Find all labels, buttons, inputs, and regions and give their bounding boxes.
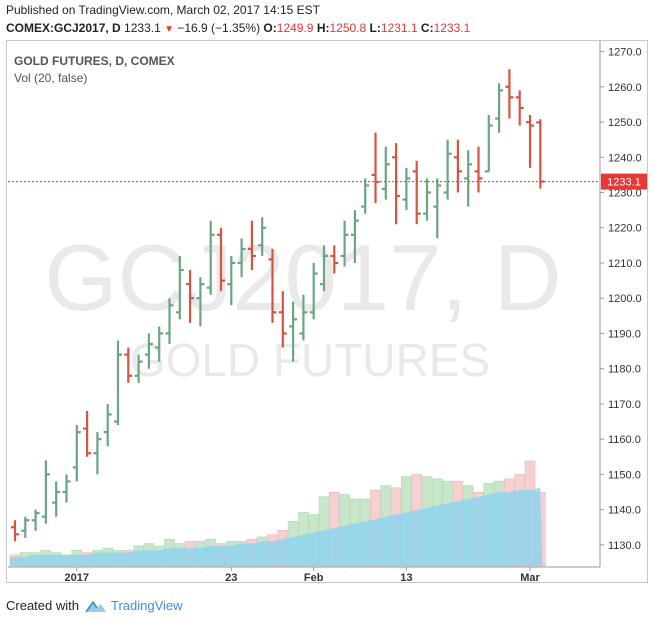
y-tick-label: 1160.0 bbox=[608, 434, 641, 446]
x-tick-label: Mar bbox=[520, 572, 540, 584]
ohlc-bar bbox=[361, 178, 370, 214]
ohlc-bar bbox=[186, 270, 195, 323]
y-tick-label: 1220.0 bbox=[608, 223, 642, 235]
ohlc-bar bbox=[165, 298, 174, 345]
ohlc-bar bbox=[433, 178, 442, 239]
ohlc-bar bbox=[93, 432, 102, 475]
created-with-text: Created with bbox=[6, 598, 79, 613]
y-tick-label: 1230.0 bbox=[608, 188, 642, 200]
watermark-line-2: GOLD FUTURES bbox=[130, 334, 490, 386]
tradingview-logo-icon bbox=[85, 600, 106, 612]
ohlc-bar bbox=[144, 333, 153, 369]
last-price-tag bbox=[601, 173, 647, 190]
volume-ma-area bbox=[10, 487, 543, 566]
ohlc-bar bbox=[464, 150, 473, 207]
y-tick-label: 1200.0 bbox=[608, 293, 642, 305]
ohlc-bar bbox=[217, 227, 225, 292]
ohlc-bar bbox=[289, 301, 298, 362]
ohlc-bar bbox=[320, 245, 328, 292]
ohlc-bar bbox=[268, 248, 277, 323]
ohlc-bar bbox=[278, 291, 287, 348]
y-tick-label: 1150.0 bbox=[608, 469, 641, 481]
ohlc-bar bbox=[505, 69, 514, 119]
ohlc-bar bbox=[206, 220, 215, 295]
ohlc-bar bbox=[41, 460, 50, 524]
y-tick-label: 1190.0 bbox=[608, 328, 641, 340]
ohlc-bar bbox=[258, 217, 267, 256]
symbol-label: COMEX:GCJ2017, D bbox=[6, 21, 121, 35]
symbol-ohlc-line: COMEX:GCJ2017, D 1233.1 ▼ −16.9 (−1.35%)… bbox=[6, 21, 470, 35]
tradingview-brand-label: TradingView bbox=[110, 598, 183, 613]
ohlc-bar bbox=[196, 277, 205, 327]
close-value: 1233.1 bbox=[433, 21, 471, 35]
x-tick-label: 2017 bbox=[65, 572, 89, 584]
footer: Created with TradingView bbox=[6, 598, 183, 613]
high-value: 1250.8 bbox=[329, 21, 367, 35]
ohlc-bar bbox=[350, 210, 359, 263]
ohlc-bar bbox=[443, 139, 452, 200]
ohlc-bar bbox=[237, 238, 246, 278]
ohlc-bar bbox=[330, 245, 339, 274]
last-price: 1233.1 bbox=[124, 21, 161, 35]
ohlc-bar bbox=[309, 262, 318, 320]
legend-volume: Vol (20, false) bbox=[14, 71, 87, 85]
published-line: Published on TradingView.com, March 02, … bbox=[6, 3, 320, 17]
ohlc-bar bbox=[484, 114, 493, 173]
ohlc-bar bbox=[402, 167, 411, 211]
x-tick-label: 13 bbox=[400, 572, 412, 584]
ohlc-bar bbox=[536, 119, 545, 189]
ohlc-bar bbox=[52, 481, 61, 517]
y-tick-label: 1270.0 bbox=[608, 47, 642, 59]
ohlc-bar bbox=[247, 220, 256, 271]
legend-title: GOLD FUTURES, D, COMEX bbox=[14, 54, 175, 68]
ohlc-bar bbox=[124, 347, 133, 383]
ohlc-bar bbox=[11, 520, 19, 542]
ohlc-bar bbox=[175, 255, 184, 320]
ohlc-bar bbox=[103, 403, 112, 447]
change-value: −16.9 (−1.35%) bbox=[177, 21, 261, 35]
ohlc-bar bbox=[134, 354, 143, 383]
open-value: 1249.9 bbox=[276, 21, 314, 35]
ohlc-bar bbox=[299, 294, 308, 341]
low-value: 1231.1 bbox=[380, 21, 418, 35]
open-label: O: bbox=[263, 21, 277, 35]
y-tick-label: 1130.0 bbox=[608, 540, 641, 552]
x-tick-label: Feb bbox=[304, 572, 324, 584]
ohlc-bar bbox=[526, 114, 534, 168]
ohlc-bar bbox=[423, 178, 431, 221]
ohlc-bar bbox=[155, 326, 164, 362]
x-tick-label: 23 bbox=[225, 572, 237, 584]
ohlc-bar bbox=[83, 410, 92, 457]
ohlc-bar bbox=[371, 132, 380, 204]
ohlc-bar bbox=[114, 340, 122, 426]
down-triangle-icon: ▼ bbox=[164, 24, 174, 35]
ohlc-bar bbox=[227, 255, 236, 306]
ohlc-bar bbox=[381, 146, 390, 200]
tradingview-link[interactable]: TradingView bbox=[85, 598, 183, 613]
last-price-tag-label: 1233.1 bbox=[607, 177, 641, 189]
ohlc-bar bbox=[31, 509, 40, 531]
ohlc-bar bbox=[453, 139, 462, 193]
low-label: L: bbox=[369, 21, 381, 35]
ohlc-bar bbox=[392, 143, 401, 225]
chart-frame[interactable] bbox=[6, 40, 648, 583]
ohlc-bar bbox=[21, 516, 30, 538]
ohlc-bar bbox=[515, 90, 524, 126]
ohlc-bar bbox=[72, 425, 81, 482]
high-label: H: bbox=[316, 21, 330, 35]
ohlc-bar bbox=[412, 160, 421, 225]
y-tick-label: 1240.0 bbox=[608, 152, 642, 164]
y-tick-label: 1210.0 bbox=[608, 258, 642, 270]
y-tick-label: 1170.0 bbox=[608, 399, 641, 411]
y-tick-label: 1140.0 bbox=[608, 505, 641, 517]
y-tick-label: 1180.0 bbox=[608, 364, 641, 376]
ohlc-bar bbox=[474, 146, 483, 193]
ohlc-bar bbox=[340, 220, 349, 267]
close-label: C: bbox=[420, 21, 434, 35]
ohlc-bar bbox=[62, 474, 71, 503]
ohlc-bar bbox=[495, 83, 504, 133]
y-tick-label: 1260.0 bbox=[608, 82, 642, 94]
y-tick-label: 1250.0 bbox=[608, 117, 642, 129]
